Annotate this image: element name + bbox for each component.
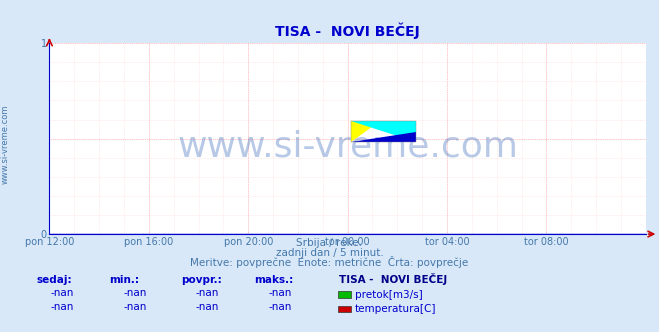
Title: TISA -  NOVI BEČEJ: TISA - NOVI BEČEJ	[275, 23, 420, 39]
Text: -nan: -nan	[51, 288, 74, 298]
Text: povpr.:: povpr.:	[181, 275, 222, 285]
Text: -nan: -nan	[196, 288, 219, 298]
Text: sedaj:: sedaj:	[36, 275, 72, 285]
Text: zadnji dan / 5 minut.: zadnji dan / 5 minut.	[275, 248, 384, 258]
Polygon shape	[351, 122, 416, 142]
Text: www.si-vreme.com: www.si-vreme.com	[177, 129, 518, 163]
Text: -nan: -nan	[268, 302, 292, 312]
Text: Srbija / reke.: Srbija / reke.	[297, 238, 362, 248]
Text: maks.:: maks.:	[254, 275, 293, 285]
Text: -nan: -nan	[123, 288, 147, 298]
Bar	[351, 122, 416, 142]
Text: Meritve: povprečne  Enote: metrične  Črta: povprečje: Meritve: povprečne Enote: metrične Črta:…	[190, 256, 469, 268]
Text: www.si-vreme.com: www.si-vreme.com	[1, 105, 10, 184]
Text: TISA -  NOVI BEČEJ: TISA - NOVI BEČEJ	[339, 273, 447, 285]
Text: pretok[m3/s]: pretok[m3/s]	[355, 290, 422, 300]
Text: -nan: -nan	[51, 302, 74, 312]
Text: -nan: -nan	[196, 302, 219, 312]
Polygon shape	[351, 122, 380, 142]
Text: -nan: -nan	[268, 288, 292, 298]
Polygon shape	[351, 132, 416, 142]
Text: min.:: min.:	[109, 275, 139, 285]
Text: -nan: -nan	[123, 302, 147, 312]
Text: temperatura[C]: temperatura[C]	[355, 304, 436, 314]
